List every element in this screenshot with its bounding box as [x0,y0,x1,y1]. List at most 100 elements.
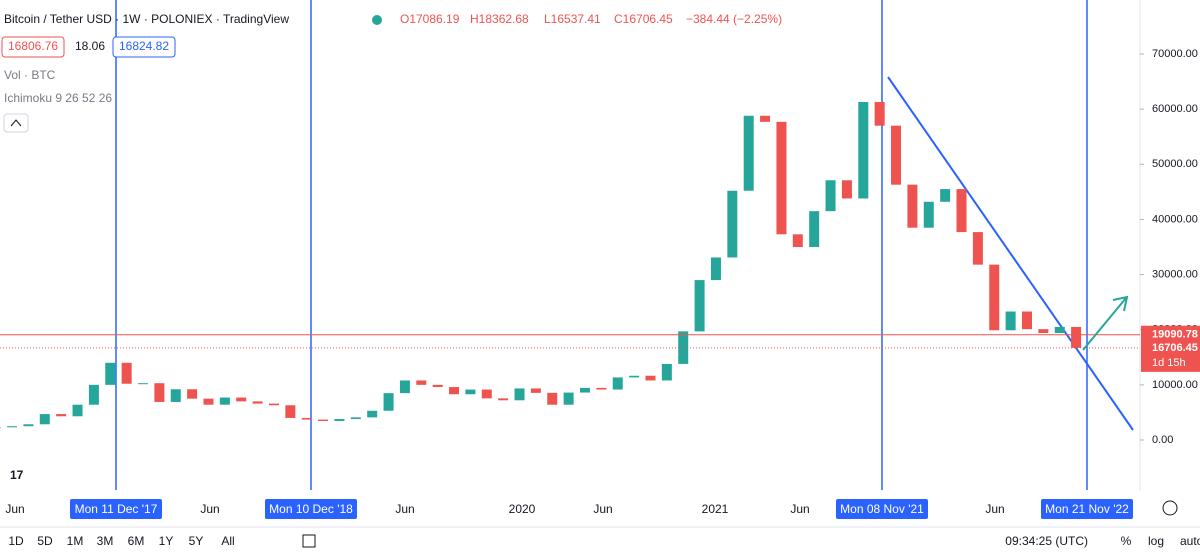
candle [563,392,574,405]
ohlc: O17086.19 H18362.68 L16537.41 C16706.45 −384… [400,12,782,26]
candle [1021,311,1032,330]
candle [940,189,951,202]
candle [923,201,934,228]
candle [7,426,18,428]
candle [72,404,83,417]
candle [825,180,836,212]
candle [956,189,967,233]
candle [367,410,378,418]
level-label: 19090.78 [1152,329,1198,341]
candle [383,393,394,411]
candle [792,234,803,247]
time-label: 2020 [509,502,536,516]
time-label: Jun [5,502,24,516]
candle [841,180,852,199]
percent-toggle[interactable]: % [1121,534,1132,548]
time-label: 2021 [702,502,729,516]
spread: 18.06 [75,39,105,53]
candle [219,397,230,405]
time-label: Mon 11 Dec '17 [75,502,158,516]
buy-price: 16824.82 [119,39,169,53]
ohlc-value: L16537.41 [544,12,601,26]
candle [596,387,607,390]
candle [907,184,918,228]
compare-icon [302,534,316,548]
plot [0,0,1140,490]
arrow [1082,295,1129,351]
toolbar: 1D 5D 1M 3M 6M 1Y 5Y All 09:34:25 (UTC)% log auto [8,534,1200,548]
time-label: Jun [985,502,1004,516]
collapse-button[interactable] [3,113,29,133]
range-button[interactable]: 1M [67,534,84,548]
last-price-bg [1141,339,1200,372]
y-tick-label: 40000.00 [1152,213,1198,225]
indicator[interactable]: Ichimoku 9 26 52 26 [4,91,112,105]
log-toggle[interactable]: log [1148,534,1164,548]
candle [858,101,869,199]
candle [170,389,181,402]
candle [334,419,345,421]
candle [449,387,460,395]
time-label-bg [70,499,162,519]
range-button[interactable]: 5Y [189,534,204,548]
candle [203,398,214,405]
auto-toggle[interactable]: auto [1180,534,1200,548]
candle [285,405,296,418]
candle [121,362,132,384]
range-button[interactable]: 1D [8,534,24,548]
settings-icon[interactable] [1162,500,1178,516]
candle [1071,326,1082,348]
range-button[interactable]: 6M [128,534,145,548]
clock: 09:34:25 (UTC) [1005,534,1088,548]
trend-line [887,76,1134,431]
candle [727,190,738,258]
candle [88,384,99,405]
time-label: Jun [790,502,809,516]
status-dot [372,15,382,25]
candle [187,389,198,399]
countdown: 1d 15h [1152,357,1186,369]
ohlc-value: −384.44 (−2.25%) [686,12,782,26]
range-button[interactable]: 1Y [159,534,174,548]
candle [498,398,509,401]
candle [612,377,623,390]
candle [580,387,591,393]
candle [301,417,312,420]
buy-button[interactable] [112,36,176,58]
indicator[interactable]: Vol · BTC [4,68,56,82]
time-label-bg [265,499,357,519]
y-tick-label: 30000.00 [1152,268,1198,280]
candle [629,375,640,378]
ohlc-value: C16706.45 [614,12,673,26]
candle [989,264,1000,331]
time-label: Jun [593,502,612,516]
candle [23,424,34,427]
time-label: Mon 21 Nov '22 [1045,502,1129,516]
time-label: Jun [200,502,219,516]
range-button[interactable]: 3M [97,534,114,548]
candle [776,121,787,235]
candle [154,383,165,402]
sell-button[interactable] [1,36,65,58]
range-button[interactable]: All [221,534,234,548]
candle [661,363,672,381]
candle [547,392,558,405]
candle [56,414,67,417]
chevron-icon [10,119,22,127]
candle [891,125,902,185]
range-button[interactable]: 5D [37,534,53,548]
candle [465,389,476,395]
ohlc-value: H18362.68 [470,12,529,26]
candle [236,397,247,402]
logo: 17 [10,468,24,482]
candle [1038,329,1049,334]
time-label: Jun [395,502,414,516]
candle [432,384,443,388]
y-tick-label: 60000.00 [1152,103,1198,115]
candle [350,417,361,420]
candle [399,380,410,394]
candle [1054,326,1065,334]
candle [645,375,656,381]
candle [318,419,329,421]
